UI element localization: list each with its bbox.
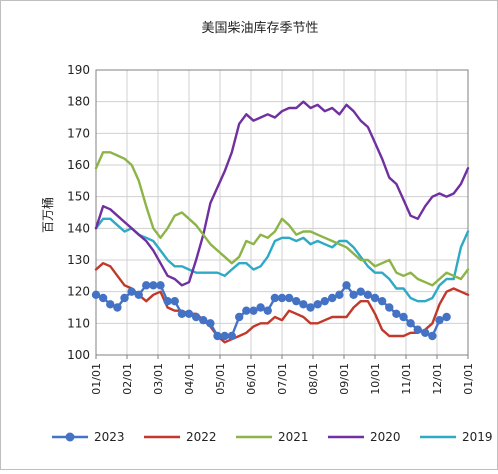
x-tick-label: 04/01 [183, 363, 196, 395]
data-point-2023 [320, 296, 329, 306]
y-tick-label: 180 [67, 95, 90, 109]
data-point-2023 [199, 315, 208, 325]
data-point-2023 [349, 290, 358, 300]
y-tick-label: 120 [67, 285, 90, 299]
chart-title: 美国柴油库存季节性 [201, 20, 318, 36]
data-point-2023 [392, 309, 401, 319]
x-tick-label: 06/01 [245, 363, 258, 395]
data-point-2023 [156, 281, 165, 290]
data-point-2023 [442, 312, 451, 322]
x-axis-ticks: 01/01 02/01 03/01 04/01 05/01 06/01 07/01 08/01… [90, 355, 475, 395]
data-point-2023 [177, 309, 187, 319]
x-tick-label: 03/01 [152, 363, 165, 395]
data-point-2023 [170, 296, 179, 306]
data-point-2023 [377, 296, 387, 306]
legend-item-2023: 2023 [52, 430, 125, 444]
data-point-2023 [227, 331, 236, 341]
legend-label: 2021 [278, 430, 309, 444]
data-point-2023 [98, 293, 108, 303]
data-point-2023 [91, 290, 101, 300]
y-tick-label: 110 [67, 316, 90, 330]
data-point-2023 [256, 303, 265, 312]
data-point-2023 [313, 300, 322, 309]
data-point-2023 [370, 293, 380, 303]
legend-label: 2022 [186, 430, 217, 444]
data-point-2023 [242, 306, 251, 315]
data-point-2023 [406, 319, 415, 328]
series-line-2022 [94, 262, 470, 344]
data-point-2023 [191, 312, 201, 322]
data-point-2023 [134, 290, 143, 300]
data-point-2023 [249, 306, 258, 315]
y-tick-label: 170 [67, 126, 90, 140]
x-tick-label: 02/01 [121, 363, 134, 395]
legend-item-2020: 2020 [328, 430, 401, 444]
data-point-2023 [328, 293, 337, 303]
data-point-2023 [120, 293, 129, 303]
y-tick-label: 150 [67, 190, 90, 204]
data-point-2023 [149, 281, 158, 290]
data-point-2023 [299, 300, 308, 309]
x-tick-label: 01/01 [462, 363, 475, 395]
data-point-2023 [127, 287, 136, 296]
data-point-2023 [385, 303, 394, 312]
legend-item-2022: 2022 [144, 430, 217, 444]
x-tick-label: 08/01 [307, 363, 320, 395]
data-point-2023 [184, 309, 194, 319]
data-point-2023 [113, 303, 122, 312]
data-point-2023 [220, 331, 229, 341]
data-point-2023 [206, 319, 215, 328]
legend-marker [65, 432, 75, 442]
y-tick-label: 130 [67, 253, 90, 267]
data-point-2023 [213, 331, 222, 341]
x-tick-label: 11/01 [400, 363, 413, 395]
data-point-2023 [342, 281, 351, 290]
data-point-2023 [277, 293, 287, 303]
x-tick-label: 12/01 [431, 363, 444, 395]
series-line-2020 [94, 100, 470, 287]
y-tick-label: 160 [67, 158, 90, 172]
legend-label: 2019 [462, 430, 493, 444]
data-point-2023 [435, 315, 444, 325]
data-point-2023 [142, 281, 151, 290]
data-point-2023 [106, 300, 115, 309]
data-point-2023 [235, 312, 244, 322]
data-point-2023 [428, 331, 437, 341]
data-point-2023 [356, 287, 365, 296]
legend-item-2021: 2021 [236, 430, 309, 444]
series-lines [91, 100, 470, 344]
data-point-2023 [363, 290, 373, 300]
x-tick-label: 09/01 [338, 363, 351, 395]
data-point-2023 [413, 325, 422, 334]
y-tick-label: 190 [67, 63, 90, 77]
data-point-2023 [284, 293, 294, 303]
series-line-2019 [94, 217, 470, 303]
x-tick-label: 01/01 [90, 363, 103, 395]
y-tick-label: 100 [67, 348, 90, 362]
data-point-2023 [399, 312, 408, 322]
series-line-2021 [94, 151, 470, 287]
y-axis-label: 百万桶 [40, 197, 55, 233]
data-point-2023 [263, 306, 272, 315]
y-axis-ticks: 100 110 120 130 140 150 160 170 180 190 [67, 63, 90, 362]
x-tick-label: 07/01 [276, 363, 289, 395]
data-point-2023 [421, 328, 430, 338]
legend-label: 2020 [370, 430, 401, 444]
y-tick-label: 140 [67, 221, 90, 235]
legend: 2023 2022 2021 2020 2019 [52, 430, 493, 444]
data-point-2023 [306, 303, 315, 312]
data-point-2023 [270, 293, 280, 303]
x-tick-label: 10/01 [369, 363, 382, 395]
legend-item-2019: 2019 [420, 430, 493, 444]
data-point-2023 [292, 296, 301, 306]
data-point-2023 [335, 290, 344, 300]
data-point-2023 [163, 296, 172, 306]
legend-label: 2023 [94, 430, 125, 444]
x-tick-label: 05/01 [214, 363, 227, 395]
